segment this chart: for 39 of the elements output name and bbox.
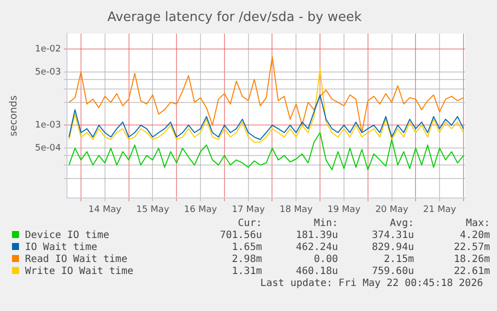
text: 181.39u xyxy=(294,230,338,242)
text: 701.56u xyxy=(218,230,262,242)
text: 829.94u xyxy=(370,242,414,254)
y-tick-label: 5e-03 xyxy=(35,67,61,78)
text: 460.18u xyxy=(294,266,338,278)
text: Min: xyxy=(312,218,338,230)
text: Max: xyxy=(464,218,490,230)
x-tick-label: 21 May xyxy=(423,204,457,215)
text: 462.24u xyxy=(294,242,338,254)
x-tick-label: 17 May xyxy=(232,204,266,215)
y-tick-label: 5e-04 xyxy=(35,143,62,154)
text: Cur: xyxy=(236,218,262,230)
legend-label: IO Wait time xyxy=(24,242,98,254)
text: Avg: xyxy=(388,218,414,230)
text: 2.98m xyxy=(230,254,262,266)
text: 1.65m xyxy=(230,242,262,254)
text: 0.00 xyxy=(312,254,338,266)
x-tick-label: 19 May xyxy=(327,204,362,215)
legend-label: Read IO Wait time xyxy=(24,254,128,266)
text: Last update: Fri May 22 00:45:18 2026 xyxy=(260,278,483,289)
text: 1.31m xyxy=(230,266,262,278)
x-tick-label: 18 May xyxy=(280,204,314,215)
text: 759.60u xyxy=(370,266,414,278)
x-tick-label: 15 May xyxy=(136,204,170,215)
x-tick-label: 20 May xyxy=(375,204,409,215)
legend-label: Device IO time xyxy=(24,230,110,242)
x-tick-label: 16 May xyxy=(184,204,218,215)
y-tick-label: 1e-03 xyxy=(35,120,61,131)
text: 2.15m xyxy=(382,254,414,266)
text: 374.31u xyxy=(370,230,414,242)
text: 4.20m xyxy=(458,230,490,242)
y-axis-title: seconds xyxy=(8,95,20,136)
text: 22.57m xyxy=(452,242,490,254)
legend-label: Write IO Wait time xyxy=(24,266,134,278)
text: 18.26m xyxy=(452,254,490,266)
x-tick-label: 14 May xyxy=(88,204,122,215)
text: 22.61m xyxy=(452,266,490,278)
y-tick-label: 1e-02 xyxy=(35,44,61,54)
chart-title: Average latency for /dev/sda - by week xyxy=(107,10,362,26)
